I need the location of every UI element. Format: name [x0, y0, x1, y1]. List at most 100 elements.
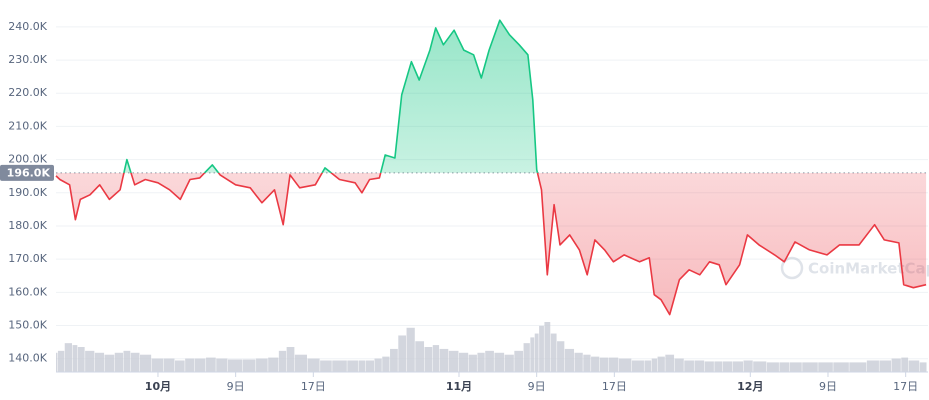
- volume-bar: [494, 352, 505, 372]
- volume-bar: [523, 343, 530, 372]
- volume-bar: [424, 347, 433, 372]
- volume-bar: [72, 345, 78, 372]
- watermark-text: CoinMarketCap: [808, 260, 929, 278]
- volume-bar: [743, 360, 753, 372]
- volume-bar: [448, 350, 459, 372]
- y-tick-label: 170.0K: [8, 252, 47, 265]
- volume-bar: [753, 361, 767, 372]
- volume-bar: [557, 341, 565, 372]
- volume-bar: [382, 356, 390, 372]
- x-tick-label: 10月: [145, 380, 171, 393]
- volume-bar: [514, 350, 524, 372]
- x-tick-label: 9日: [528, 380, 546, 393]
- volume-bar: [485, 350, 494, 372]
- x-tick-label: 12月: [737, 380, 763, 393]
- x-tick-label: 17日: [301, 380, 326, 393]
- volume-bar: [879, 360, 892, 372]
- volume-bar: [766, 362, 779, 372]
- volume-bar: [94, 352, 105, 372]
- volume-bar: [833, 362, 849, 372]
- volume-bar: [268, 357, 279, 372]
- volume-bar: [365, 360, 375, 372]
- y-tick-label: 140.0K: [8, 352, 47, 365]
- volume-bar: [104, 354, 115, 372]
- y-tick-label: 210.0K: [8, 119, 47, 132]
- volume-bar: [609, 357, 619, 372]
- baseline-label: 196.0K: [7, 166, 51, 179]
- volume-bar: [398, 335, 407, 372]
- volume-bar: [618, 358, 632, 372]
- volume-bar: [684, 360, 694, 372]
- volume-bar: [504, 354, 514, 372]
- volume-bar: [477, 352, 485, 372]
- volume-bar: [665, 354, 675, 372]
- volume-bar: [789, 362, 802, 372]
- volume-bar: [163, 358, 175, 372]
- volume-bar: [802, 362, 818, 372]
- volume-bar: [599, 357, 609, 372]
- volume-bar: [574, 352, 583, 372]
- x-tick-label: 9日: [227, 380, 245, 393]
- volume-bar: [294, 354, 308, 372]
- volume-bar: [849, 362, 867, 372]
- volume-bar: [891, 358, 901, 372]
- volume-bar: [206, 357, 216, 372]
- volume-bar: [458, 352, 469, 372]
- volume-bar: [530, 337, 535, 372]
- volume-bar: [732, 361, 744, 372]
- y-tick-label: 160.0K: [8, 285, 47, 298]
- baseline-badge: [0, 164, 54, 181]
- volume-bar: [550, 333, 557, 372]
- volume-bar: [320, 360, 332, 372]
- volume-bar: [347, 360, 358, 372]
- y-tick-label: 180.0K: [8, 219, 47, 232]
- volume-bar: [818, 362, 833, 372]
- volume-bar: [534, 333, 539, 372]
- volume-bar: [256, 358, 268, 372]
- volume-bar: [651, 358, 658, 372]
- volume-bar: [114, 352, 123, 372]
- x-tick-label: 17日: [602, 380, 627, 393]
- volume-bar: [908, 360, 920, 372]
- x-tick-label: 17日: [893, 380, 918, 393]
- y-tick-label: 220.0K: [8, 86, 47, 99]
- area-down: [56, 172, 927, 315]
- y-tick-label: 150.0K: [8, 319, 47, 332]
- y-tick-label: 230.0K: [8, 53, 47, 66]
- volume-bar: [374, 358, 382, 372]
- volume-bar: [139, 354, 152, 372]
- volume-bar: [674, 358, 684, 372]
- volume-bar: [242, 359, 256, 372]
- watermark-logo: [780, 256, 804, 280]
- volume-bar: [194, 358, 206, 372]
- y-tick-label: 200.0K: [8, 153, 47, 166]
- volume-bar: [77, 347, 85, 372]
- volume-bar: [130, 352, 140, 372]
- volume-bar: [644, 360, 652, 372]
- volume-bar: [57, 350, 65, 372]
- volume-bar: [432, 345, 440, 372]
- volume-bar: [631, 360, 644, 372]
- volume-bar: [539, 325, 544, 372]
- volume-bar: [151, 358, 164, 372]
- line-down: [55, 172, 927, 316]
- volume-bar: [406, 327, 415, 372]
- volume-bar: [216, 358, 228, 372]
- volume-bar: [779, 362, 790, 372]
- volume-bar: [123, 350, 131, 372]
- volume-bar: [919, 362, 927, 372]
- volume-bar: [307, 358, 320, 372]
- volume-bar: [694, 360, 705, 372]
- y-tick-label: 190.0K: [8, 186, 47, 199]
- volume-bar: [866, 360, 879, 372]
- volume-bar: [174, 360, 185, 372]
- volume-bar: [722, 361, 733, 372]
- volume-bar: [286, 347, 295, 372]
- volume-bar: [185, 358, 195, 372]
- volume-bar: [544, 322, 551, 372]
- volume-bar: [85, 350, 95, 372]
- volume-bar: [583, 354, 591, 372]
- volume-bar: [358, 360, 366, 372]
- volume-bar: [64, 343, 73, 372]
